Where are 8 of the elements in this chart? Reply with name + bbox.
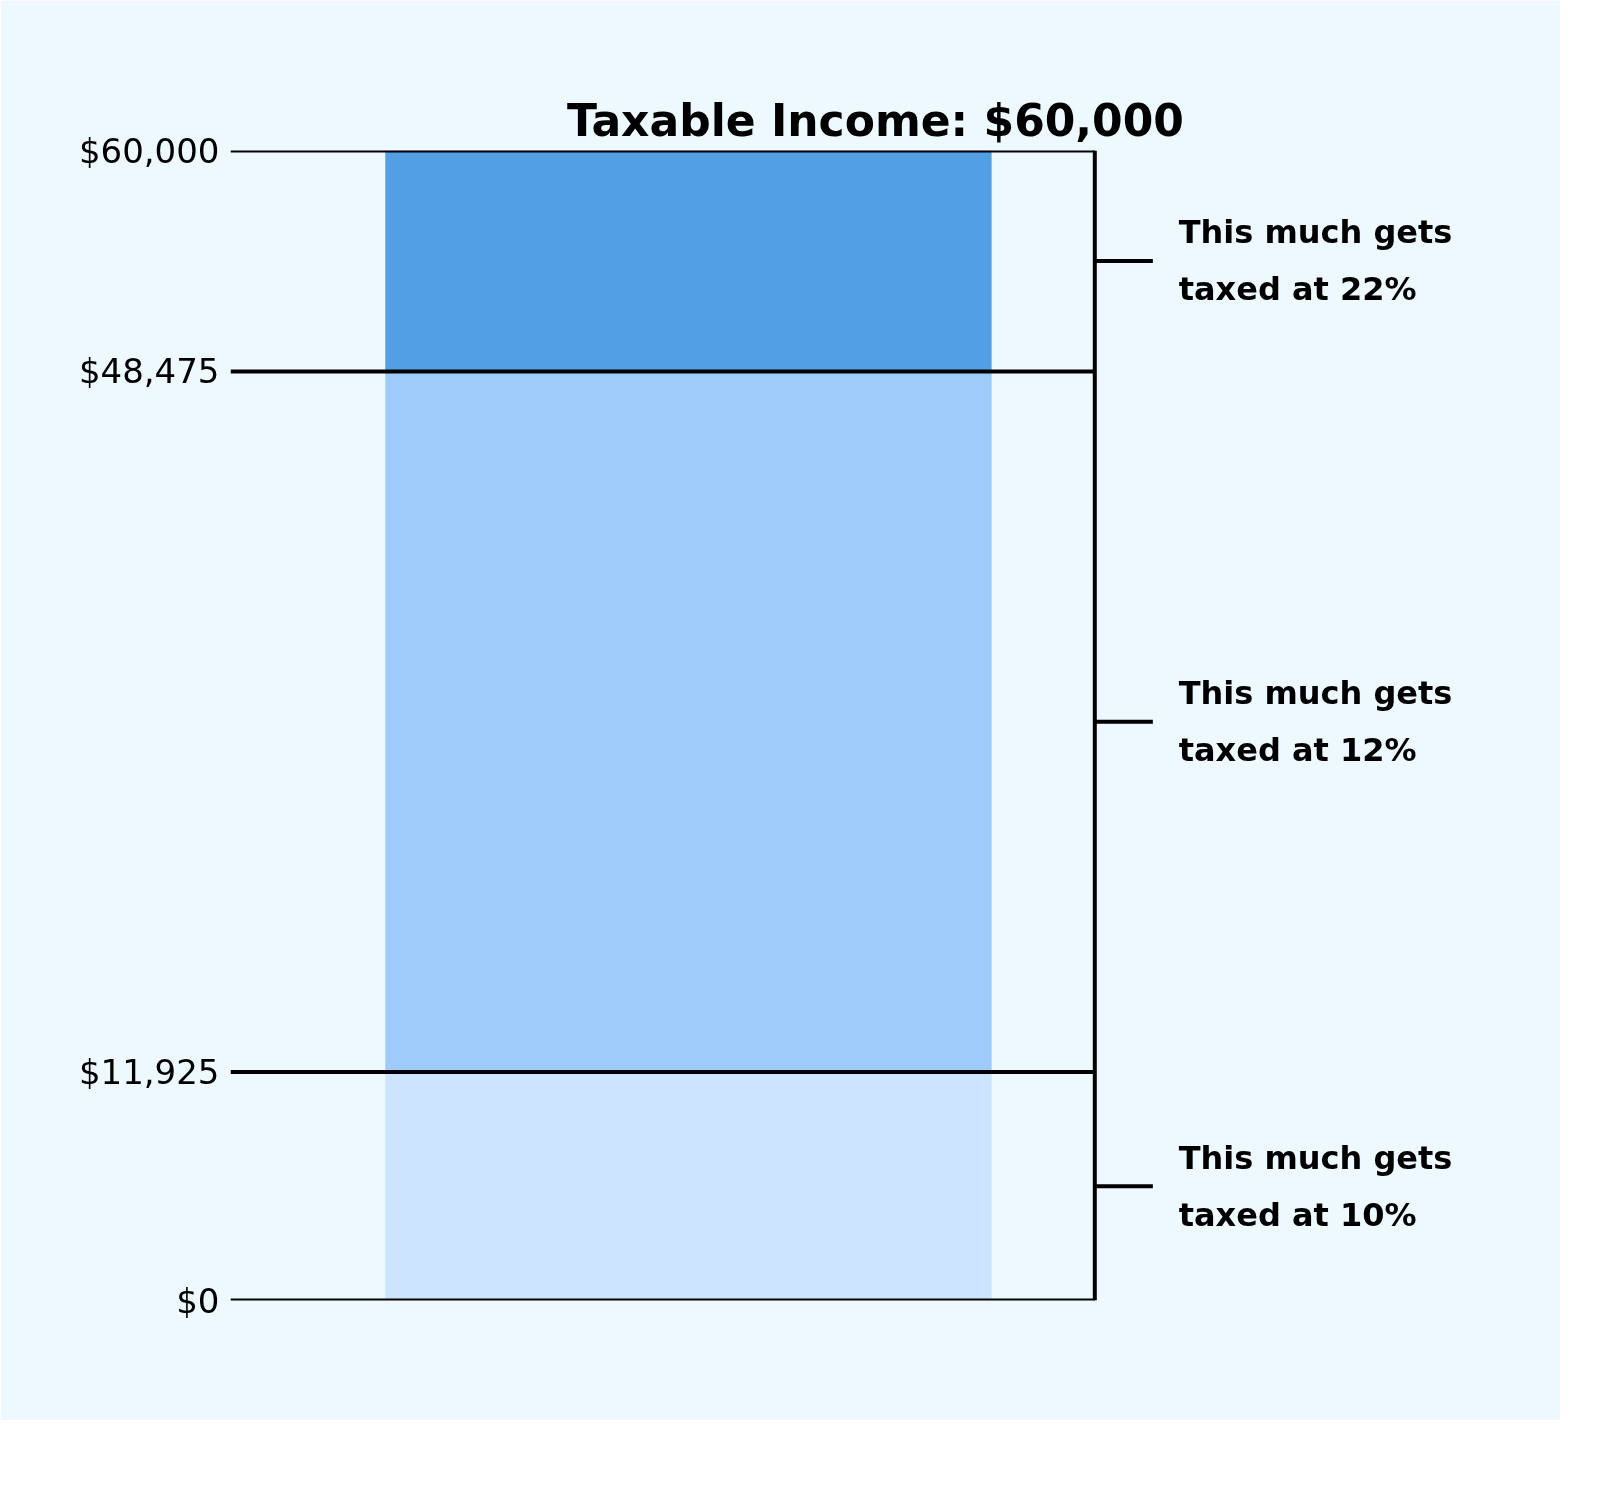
chart-title: Taxable Income: $60,000	[567, 94, 1184, 146]
y-tick-label: $0	[176, 1280, 220, 1321]
text: This much gets taxed at 22%	[1178, 213, 1453, 309]
text: This much gets taxed at 10%	[1178, 1138, 1453, 1234]
y-tick-label: $60,000	[78, 130, 220, 171]
y-tick-label: $11,925	[78, 1051, 220, 1092]
y-tick-label: $48,475	[78, 351, 220, 392]
text: This much gets taxed at 12%	[1178, 674, 1453, 770]
